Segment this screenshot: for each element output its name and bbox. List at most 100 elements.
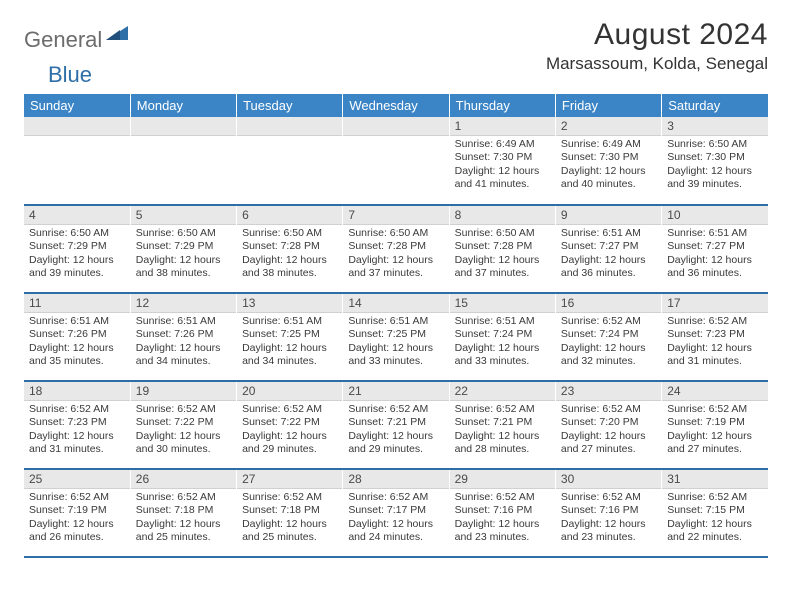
day-number: 13 xyxy=(237,294,342,313)
day-number: 11 xyxy=(24,294,130,313)
day-details: Sunrise: 6:52 AMSunset: 7:19 PMDaylight:… xyxy=(662,401,768,459)
calendar-day-cell: 16Sunrise: 6:52 AMSunset: 7:24 PMDayligh… xyxy=(555,293,661,381)
day-details: Sunrise: 6:52 AMSunset: 7:16 PMDaylight:… xyxy=(556,489,661,547)
calendar-day-cell: 11Sunrise: 6:51 AMSunset: 7:26 PMDayligh… xyxy=(24,293,130,381)
brand-logo: General xyxy=(24,18,130,55)
day-number: 3 xyxy=(662,117,768,136)
day-details: Sunrise: 6:52 AMSunset: 7:21 PMDaylight:… xyxy=(450,401,555,459)
calendar-day-cell: 28Sunrise: 6:52 AMSunset: 7:17 PMDayligh… xyxy=(343,469,449,557)
calendar-day-cell: 1Sunrise: 6:49 AMSunset: 7:30 PMDaylight… xyxy=(449,117,555,205)
day-number xyxy=(131,117,236,136)
calendar-day-cell xyxy=(237,117,343,205)
weekday-header: Monday xyxy=(130,94,236,117)
day-details: Sunrise: 6:52 AMSunset: 7:20 PMDaylight:… xyxy=(556,401,661,459)
day-details: Sunrise: 6:50 AMSunset: 7:30 PMDaylight:… xyxy=(662,136,768,194)
day-details: Sunrise: 6:52 AMSunset: 7:18 PMDaylight:… xyxy=(237,489,342,547)
weekday-header: Wednesday xyxy=(343,94,449,117)
day-details: Sunrise: 6:52 AMSunset: 7:19 PMDaylight:… xyxy=(24,489,130,547)
day-details: Sunrise: 6:49 AMSunset: 7:30 PMDaylight:… xyxy=(450,136,555,194)
calendar-day-cell: 8Sunrise: 6:50 AMSunset: 7:28 PMDaylight… xyxy=(449,205,555,293)
day-number: 7 xyxy=(343,206,448,225)
day-details: Sunrise: 6:52 AMSunset: 7:16 PMDaylight:… xyxy=(450,489,555,547)
calendar-table: SundayMondayTuesdayWednesdayThursdayFrid… xyxy=(24,94,768,558)
calendar-week-row: 1Sunrise: 6:49 AMSunset: 7:30 PMDaylight… xyxy=(24,117,768,205)
title-location: Marsassoum, Kolda, Senegal xyxy=(546,54,768,74)
calendar-week-row: 25Sunrise: 6:52 AMSunset: 7:19 PMDayligh… xyxy=(24,469,768,557)
day-number: 20 xyxy=(237,382,342,401)
calendar-day-cell: 14Sunrise: 6:51 AMSunset: 7:25 PMDayligh… xyxy=(343,293,449,381)
day-number: 26 xyxy=(131,470,236,489)
calendar-day-cell: 12Sunrise: 6:51 AMSunset: 7:26 PMDayligh… xyxy=(130,293,236,381)
calendar-day-cell: 26Sunrise: 6:52 AMSunset: 7:18 PMDayligh… xyxy=(130,469,236,557)
calendar-page: General August 2024 Marsassoum, Kolda, S… xyxy=(0,0,792,570)
calendar-day-cell: 21Sunrise: 6:52 AMSunset: 7:21 PMDayligh… xyxy=(343,381,449,469)
calendar-day-cell: 17Sunrise: 6:52 AMSunset: 7:23 PMDayligh… xyxy=(662,293,768,381)
day-number: 27 xyxy=(237,470,342,489)
calendar-day-cell: 7Sunrise: 6:50 AMSunset: 7:28 PMDaylight… xyxy=(343,205,449,293)
day-details xyxy=(24,136,130,140)
day-number: 6 xyxy=(237,206,342,225)
calendar-day-cell: 19Sunrise: 6:52 AMSunset: 7:22 PMDayligh… xyxy=(130,381,236,469)
calendar-day-cell xyxy=(130,117,236,205)
calendar-week-row: 18Sunrise: 6:52 AMSunset: 7:23 PMDayligh… xyxy=(24,381,768,469)
day-details: Sunrise: 6:50 AMSunset: 7:29 PMDaylight:… xyxy=(24,225,130,283)
calendar-body: 1Sunrise: 6:49 AMSunset: 7:30 PMDaylight… xyxy=(24,117,768,557)
calendar-day-cell: 24Sunrise: 6:52 AMSunset: 7:19 PMDayligh… xyxy=(662,381,768,469)
day-details: Sunrise: 6:51 AMSunset: 7:25 PMDaylight:… xyxy=(237,313,342,371)
title-month: August 2024 xyxy=(546,18,768,52)
day-details: Sunrise: 6:52 AMSunset: 7:23 PMDaylight:… xyxy=(24,401,130,459)
day-number: 24 xyxy=(662,382,768,401)
day-number: 16 xyxy=(556,294,661,313)
weekday-header: Sunday xyxy=(24,94,130,117)
day-number: 5 xyxy=(131,206,236,225)
day-details: Sunrise: 6:52 AMSunset: 7:22 PMDaylight:… xyxy=(131,401,236,459)
day-details: Sunrise: 6:49 AMSunset: 7:30 PMDaylight:… xyxy=(556,136,661,194)
calendar-header: SundayMondayTuesdayWednesdayThursdayFrid… xyxy=(24,94,768,117)
day-details: Sunrise: 6:51 AMSunset: 7:27 PMDaylight:… xyxy=(556,225,661,283)
day-details: Sunrise: 6:52 AMSunset: 7:21 PMDaylight:… xyxy=(343,401,448,459)
day-number: 17 xyxy=(662,294,768,313)
calendar-day-cell: 6Sunrise: 6:50 AMSunset: 7:28 PMDaylight… xyxy=(237,205,343,293)
calendar-day-cell: 18Sunrise: 6:52 AMSunset: 7:23 PMDayligh… xyxy=(24,381,130,469)
day-details: Sunrise: 6:50 AMSunset: 7:28 PMDaylight:… xyxy=(237,225,342,283)
day-details: Sunrise: 6:50 AMSunset: 7:28 PMDaylight:… xyxy=(343,225,448,283)
day-details: Sunrise: 6:52 AMSunset: 7:22 PMDaylight:… xyxy=(237,401,342,459)
day-details: Sunrise: 6:51 AMSunset: 7:24 PMDaylight:… xyxy=(450,313,555,371)
day-number: 10 xyxy=(662,206,768,225)
day-number: 23 xyxy=(556,382,661,401)
day-number: 9 xyxy=(556,206,661,225)
weekday-header: Saturday xyxy=(662,94,768,117)
day-number: 29 xyxy=(450,470,555,489)
day-number xyxy=(343,117,448,136)
day-details xyxy=(237,136,342,140)
calendar-day-cell: 13Sunrise: 6:51 AMSunset: 7:25 PMDayligh… xyxy=(237,293,343,381)
day-details: Sunrise: 6:52 AMSunset: 7:23 PMDaylight:… xyxy=(662,313,768,371)
calendar-week-row: 4Sunrise: 6:50 AMSunset: 7:29 PMDaylight… xyxy=(24,205,768,293)
day-number: 12 xyxy=(131,294,236,313)
calendar-day-cell: 4Sunrise: 6:50 AMSunset: 7:29 PMDaylight… xyxy=(24,205,130,293)
day-number: 8 xyxy=(450,206,555,225)
day-details xyxy=(131,136,236,140)
brand-triangle-icon xyxy=(106,24,128,45)
title-block: August 2024 Marsassoum, Kolda, Senegal xyxy=(546,18,768,74)
day-number: 21 xyxy=(343,382,448,401)
calendar-day-cell: 3Sunrise: 6:50 AMSunset: 7:30 PMDaylight… xyxy=(662,117,768,205)
day-number: 22 xyxy=(450,382,555,401)
day-number: 30 xyxy=(556,470,661,489)
day-number: 28 xyxy=(343,470,448,489)
calendar-day-cell: 15Sunrise: 6:51 AMSunset: 7:24 PMDayligh… xyxy=(449,293,555,381)
day-number: 31 xyxy=(662,470,768,489)
day-details: Sunrise: 6:52 AMSunset: 7:24 PMDaylight:… xyxy=(556,313,661,371)
day-details: Sunrise: 6:50 AMSunset: 7:29 PMDaylight:… xyxy=(131,225,236,283)
calendar-day-cell: 20Sunrise: 6:52 AMSunset: 7:22 PMDayligh… xyxy=(237,381,343,469)
calendar-day-cell xyxy=(343,117,449,205)
calendar-day-cell: 27Sunrise: 6:52 AMSunset: 7:18 PMDayligh… xyxy=(237,469,343,557)
brand-text-part2: Blue xyxy=(48,62,92,88)
day-number: 15 xyxy=(450,294,555,313)
weekday-header: Friday xyxy=(555,94,661,117)
day-number: 18 xyxy=(24,382,130,401)
calendar-day-cell: 31Sunrise: 6:52 AMSunset: 7:15 PMDayligh… xyxy=(662,469,768,557)
calendar-day-cell: 23Sunrise: 6:52 AMSunset: 7:20 PMDayligh… xyxy=(555,381,661,469)
day-details: Sunrise: 6:51 AMSunset: 7:26 PMDaylight:… xyxy=(24,313,130,371)
calendar-day-cell xyxy=(24,117,130,205)
